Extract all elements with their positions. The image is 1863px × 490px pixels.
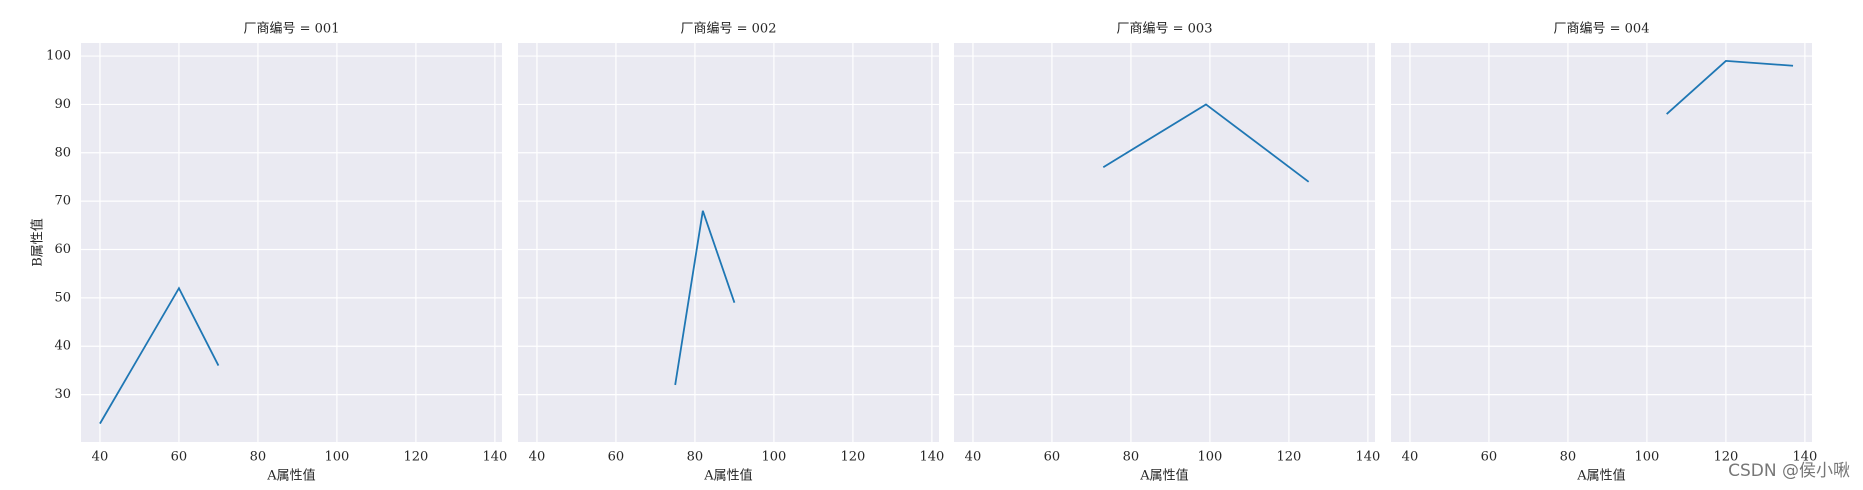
series-line [1102,103,1310,183]
y-axis-label: B属性值 [30,218,46,267]
plot-area [1391,43,1812,442]
panel-title: 厂商编号 = 003 [1117,22,1213,37]
y-tick-label: 100 [46,49,71,64]
x-tick-label: 100 [762,450,787,465]
x-tick-label: 60 [608,450,625,465]
x-tick-label: 40 [965,450,982,465]
x-tick-label: 80 [687,450,704,465]
y-tick-label: 50 [54,290,71,305]
x-tick-label: 120 [403,450,428,465]
x-tick-label: 80 [250,450,267,465]
panel-title: 厂商编号 = 002 [681,22,777,37]
plot-area [518,43,939,442]
x-tick-label: 120 [840,450,865,465]
y-tick-label: 40 [54,339,71,354]
plot-area [954,43,1375,442]
x-tick-label: 80 [1560,450,1577,465]
x-tick-label: 100 [1635,450,1660,465]
y-tick-label: 90 [54,97,71,112]
x-tick-label: 60 [1481,450,1498,465]
x-tick-label: 80 [1123,450,1140,465]
x-tick-label: 40 [1402,450,1419,465]
watermark: CSDN @侯小啾 [1728,461,1850,481]
x-tick-label: 140 [1792,450,1817,465]
x-tick-label: 40 [529,450,546,465]
x-tick-label: 120 [1276,450,1301,465]
x-axis-label: A属性值 [1576,468,1625,484]
x-tick-label: 140 [482,450,507,465]
plot-area [81,43,502,442]
series-line [1666,59,1794,115]
panel-title: 厂商编号 = 004 [1554,22,1650,37]
x-axis-label: A属性值 [266,468,315,484]
y-tick-label: 80 [54,145,71,160]
x-tick-label: 140 [1355,450,1380,465]
x-tick-label: 140 [919,450,944,465]
panel-title: 厂商编号 = 001 [244,22,340,37]
y-tick-label: 60 [54,242,71,257]
series-line [99,286,220,425]
x-axis-label: A属性值 [703,468,752,484]
x-tick-label: 60 [171,450,188,465]
y-tick-label: 30 [54,387,71,402]
x-tick-label: 120 [1713,450,1738,465]
x-axis-label: A属性值 [1139,468,1188,484]
x-tick-label: 60 [1044,450,1061,465]
x-tick-label: 40 [92,450,109,465]
x-tick-label: 100 [1198,450,1223,465]
x-tick-label: 100 [325,450,350,465]
y-tick-label: 70 [54,194,71,209]
series-line [674,210,736,386]
